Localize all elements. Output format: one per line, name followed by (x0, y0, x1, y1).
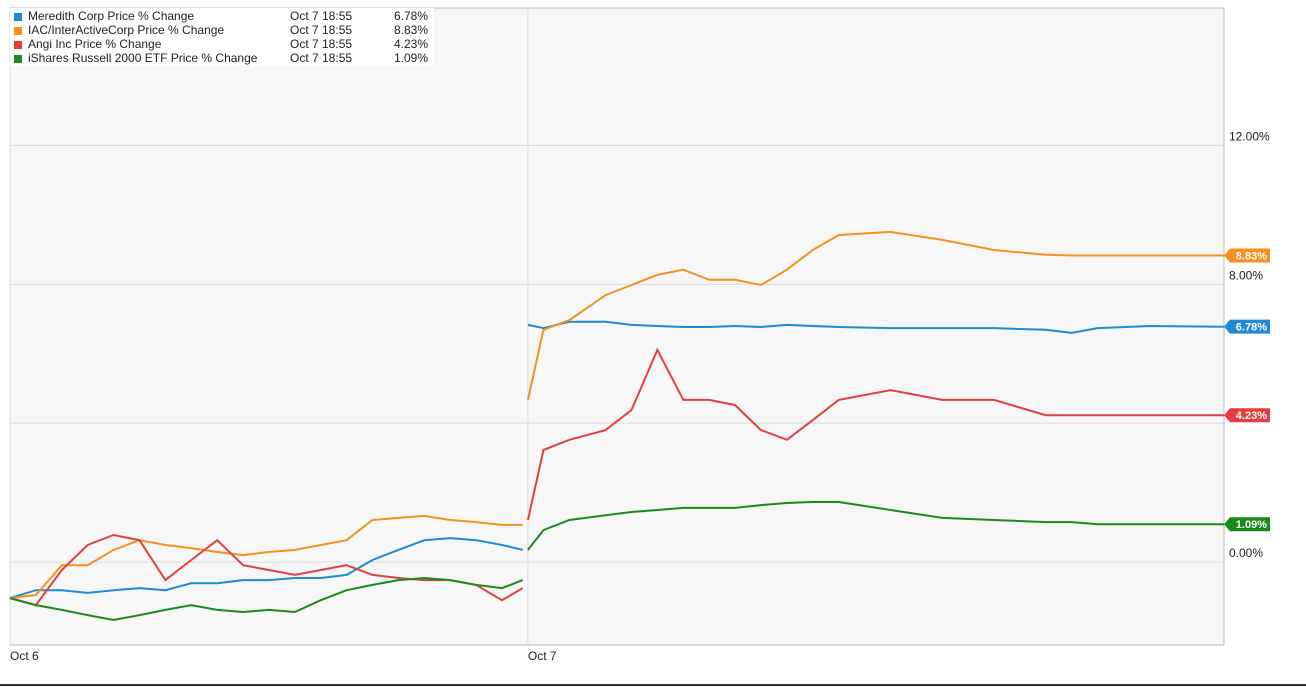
end-tag: 6.78% (1224, 319, 1270, 334)
y-tick-label: 8.00% (1229, 268, 1263, 282)
y-tick-label: 12.00% (1229, 130, 1270, 144)
end-tag: 8.83% (1224, 248, 1270, 263)
legend-swatch (14, 13, 22, 21)
legend: Meredith Corp Price % Change Oct 7 18:55 6… (10, 8, 434, 66)
end-tag-marker (1224, 319, 1270, 334)
legend-box (10, 8, 434, 66)
end-tag-label: 8.83% (1236, 250, 1267, 262)
series-line (9, 230, 1224, 600)
series-line (9, 501, 1224, 622)
legend-value: 8.83% (394, 23, 428, 37)
plot-area (9, 7, 1225, 646)
legend-time: Oct 7 18:55 (290, 51, 352, 65)
end-tag-marker (1224, 248, 1270, 263)
legend-time: Oct 7 18:55 (290, 23, 352, 37)
end-tag: 1.09% (1224, 517, 1270, 532)
end-tag-label: 6.78% (1236, 322, 1267, 334)
x-tick-label: Oct 6 (10, 649, 39, 663)
legend-name: Angi Inc Price % Change (28, 37, 162, 51)
legend-value: 1.09% (394, 51, 428, 65)
end-tag-marker (1224, 517, 1270, 532)
legend-swatch (14, 55, 22, 63)
end-tag-label: 1.09% (1236, 519, 1267, 531)
legend-swatch (14, 27, 22, 35)
legend-time: Oct 7 18:55 (290, 9, 352, 23)
end-tag-marker (1224, 408, 1270, 423)
end-tag-label: 4.23% (1236, 410, 1267, 422)
legend-swatch (14, 41, 22, 49)
legend-name: Meredith Corp Price % Change (28, 9, 194, 23)
series-line (9, 320, 1225, 600)
legend-name: IAC/InterActiveCorp Price % Change (28, 23, 224, 37)
end-tag: 4.23% (1224, 408, 1270, 423)
legend-name: iShares Russell 2000 ETF Price % Change (28, 51, 258, 65)
x-tick-label: Oct 7 (528, 649, 557, 663)
legend-time: Oct 7 18:55 (290, 37, 352, 51)
y-tick-label: 0.00% (1229, 546, 1263, 560)
legend-value: 4.23% (394, 37, 428, 51)
legend-value: 6.78% (394, 9, 428, 23)
